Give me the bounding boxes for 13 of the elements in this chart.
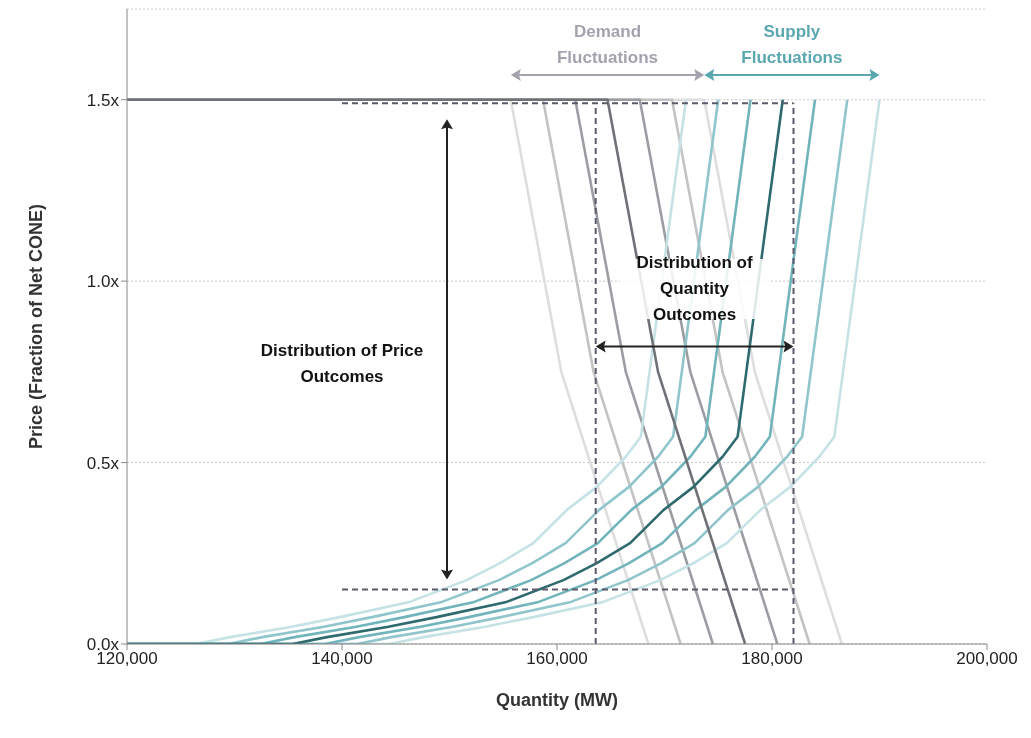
y-tick-label: 0.5x: [86, 453, 120, 473]
annotation: Distribution of Price Outcomes: [259, 340, 425, 389]
x-tick-label: 140,000: [311, 649, 373, 669]
annotation: Supply Fluctuations: [740, 21, 844, 69]
x-axis-title: Quantity (MW): [496, 690, 618, 710]
x-tick-label: 180,000: [741, 649, 803, 669]
x-tick-label: 200,000: [956, 649, 1018, 669]
annotation: Distribution of Quantity Outcomes: [635, 253, 754, 325]
x-tick-label: 160,000: [526, 649, 588, 669]
y-axis-title: Price (Fraction of Net CONE): [26, 203, 47, 450]
y-tick-label: 1.0x: [86, 272, 120, 292]
y-tick-label: 1.5x: [86, 90, 120, 110]
annotation: Demand Fluctuations: [556, 21, 660, 69]
